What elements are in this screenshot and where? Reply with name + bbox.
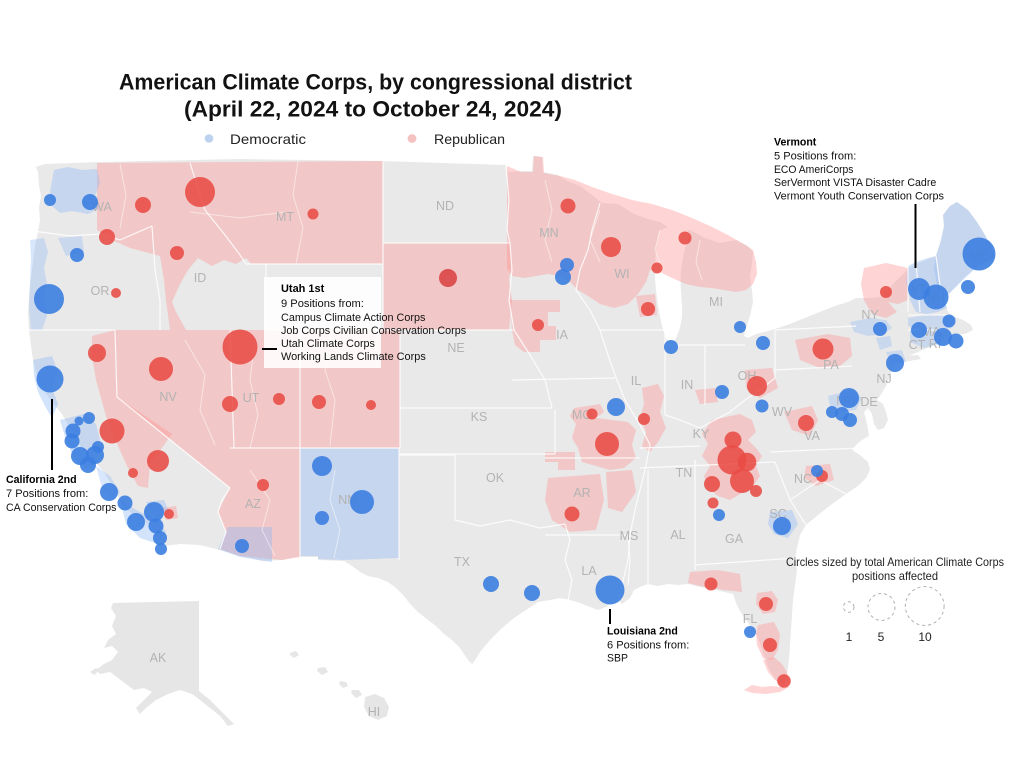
svg-text:KY: KY xyxy=(693,427,710,441)
svg-text:HI: HI xyxy=(368,705,381,719)
svg-text:5: 5 xyxy=(878,630,885,644)
svg-text:TN: TN xyxy=(676,466,693,480)
svg-text:Vermont: Vermont xyxy=(774,137,817,149)
svg-text:AK: AK xyxy=(150,651,167,665)
svg-text:American Climate Corps, by con: American Climate Corps, by congressional… xyxy=(119,70,633,95)
svg-text:Job Corps Civilian Conservatio: Job Corps Civilian Conservation Corps xyxy=(281,325,467,337)
svg-text:positions affected: positions affected xyxy=(852,569,938,583)
svg-text:AR: AR xyxy=(573,486,590,500)
svg-text:Democratic: Democratic xyxy=(230,131,306,147)
svg-text:CT: CT xyxy=(909,338,926,352)
svg-text:Circles sized by total America: Circles sized by total American Climate … xyxy=(786,555,1004,569)
svg-text:VA: VA xyxy=(804,429,820,443)
svg-text:NE: NE xyxy=(447,341,464,355)
svg-text:TX: TX xyxy=(454,555,471,569)
svg-text:DE: DE xyxy=(860,395,877,409)
svg-text:Utah 1st: Utah 1st xyxy=(281,283,325,295)
svg-text:Republican: Republican xyxy=(434,131,505,147)
svg-text:ECO AmeriCorps: ECO AmeriCorps xyxy=(774,164,854,176)
svg-text:OK: OK xyxy=(486,471,505,485)
svg-text:GA: GA xyxy=(725,532,744,546)
svg-text:AL: AL xyxy=(670,528,685,542)
svg-text:NJ: NJ xyxy=(876,372,891,386)
svg-text:Louisiana 2nd: Louisiana 2nd xyxy=(607,626,678,638)
svg-text:5 Positions from:: 5 Positions from: xyxy=(774,151,856,163)
svg-text:CA Conservation Corps: CA Conservation Corps xyxy=(6,502,117,514)
svg-text:KS: KS xyxy=(471,410,488,424)
svg-text:9 Positions from:: 9 Positions from: xyxy=(281,298,364,310)
svg-text:SBP: SBP xyxy=(607,653,628,665)
svg-text:(April 22, 2024 to October 24,: (April 22, 2024 to October 24, 2024) xyxy=(184,97,562,122)
svg-text:IA: IA xyxy=(556,328,568,342)
svg-text:SerVermont VISTA Disaster Cadr: SerVermont VISTA Disaster Cadre xyxy=(774,177,936,189)
svg-text:UT: UT xyxy=(243,391,260,405)
svg-text:10: 10 xyxy=(918,630,932,644)
svg-text:LA: LA xyxy=(581,564,597,578)
svg-text:PA: PA xyxy=(823,358,839,372)
svg-text:Utah Climate Corps: Utah Climate Corps xyxy=(281,338,375,350)
svg-text:NV: NV xyxy=(159,390,177,404)
svg-text:MN: MN xyxy=(539,226,558,240)
svg-text:IL: IL xyxy=(631,374,641,388)
svg-text:Vermont Youth Conservation Cor: Vermont Youth Conservation Corps xyxy=(774,191,944,203)
svg-text:California 2nd: California 2nd xyxy=(6,474,77,486)
svg-text:IN: IN xyxy=(681,378,694,392)
svg-text:FL: FL xyxy=(743,612,758,626)
svg-text:7 Positions from:: 7 Positions from: xyxy=(6,488,88,500)
svg-text:WV: WV xyxy=(772,405,793,419)
svg-text:MI: MI xyxy=(709,295,723,309)
svg-text:MT: MT xyxy=(276,210,294,224)
svg-text:Working Lands Climate Corps: Working Lands Climate Corps xyxy=(281,351,426,363)
svg-text:OR: OR xyxy=(91,284,110,298)
svg-text:Campus Climate Action Corps: Campus Climate Action Corps xyxy=(281,312,426,324)
svg-text:NY: NY xyxy=(861,308,879,322)
svg-text:1: 1 xyxy=(846,630,853,644)
svg-text:NC: NC xyxy=(794,472,812,486)
svg-text:AZ: AZ xyxy=(245,497,261,511)
svg-text:WI: WI xyxy=(614,267,629,281)
svg-text:MS: MS xyxy=(620,529,639,543)
svg-text:6 Positions from:: 6 Positions from: xyxy=(607,640,689,652)
svg-text:ID: ID xyxy=(194,271,207,285)
svg-text:ND: ND xyxy=(436,199,454,213)
